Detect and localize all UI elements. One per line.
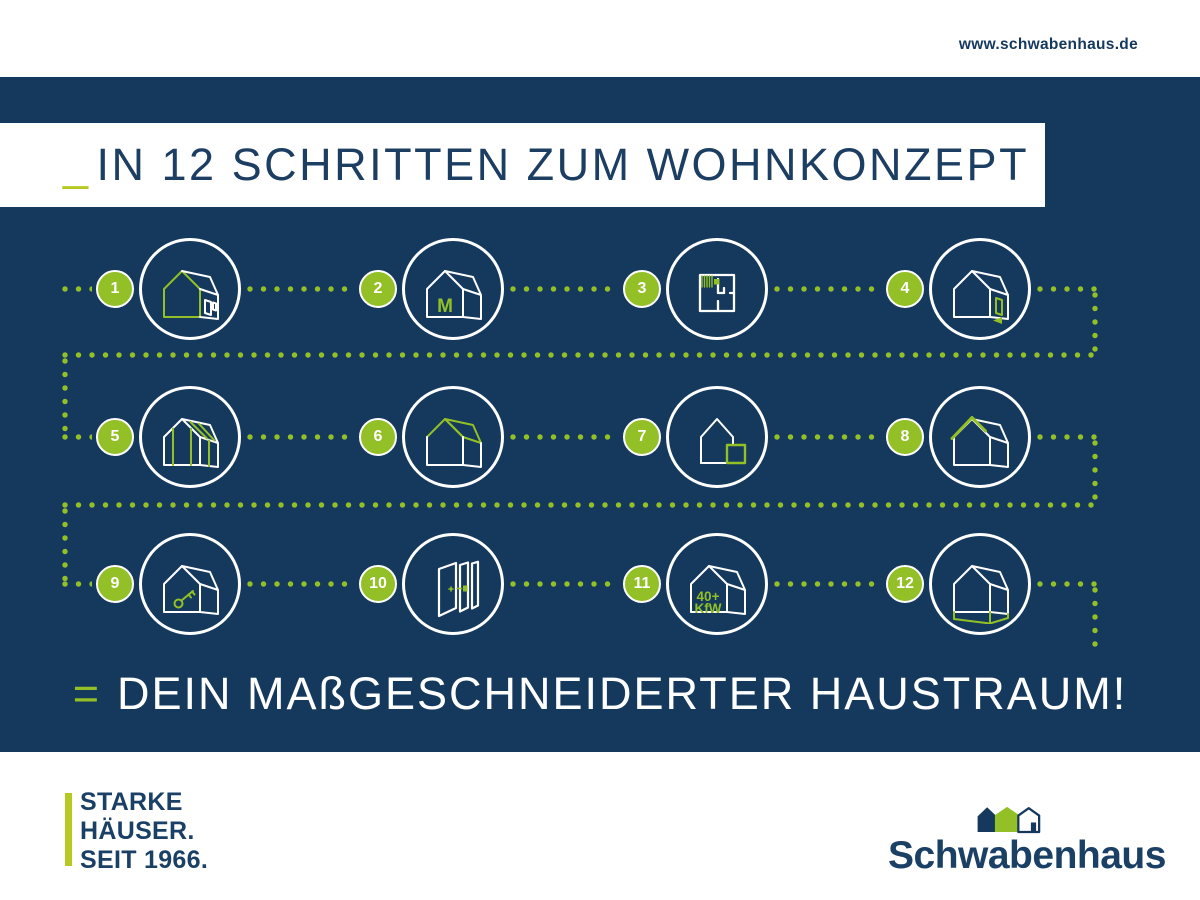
dotted-connector [247,434,355,440]
result-line: = DEIN MAßGESCHNEIDERTER HAUSTRAUM! [0,668,1200,720]
step-circle-6 [402,386,504,488]
green-roof-house-icon [426,418,482,468]
house-shell-icon [163,270,219,320]
step-circle-10 [402,533,504,635]
step-circle-3 [666,238,768,340]
house-extension-icon [700,418,747,465]
doors-icon [437,560,480,618]
top-bar: www.schwabenhaus.de [0,0,1200,77]
house-open-door-icon [953,270,1009,324]
page-title: _ IN 12 SCHRITTEN ZUM WOHNKONZEPT [0,123,1045,207]
dotted-connector [247,286,355,292]
dotted-connector [1092,587,1098,653]
kfw-house-icon: 40+ KfW [690,565,746,616]
tagline-line: STARKE [80,788,183,816]
foundation-house-icon [953,565,1009,624]
step-number-badge: 1 [96,270,134,308]
kfw-label-line2: KfW [695,601,722,616]
dotted-connector [1092,292,1098,352]
logo-wordmark: Schwabenhaus [888,834,1166,877]
tagline-line: HÄUSER. [80,817,195,845]
title-underscore-accent: _ [63,139,91,190]
dotted-connector [510,286,618,292]
brand-tagline: STARKE HÄUSER. SEIT 1966. [80,788,208,875]
dotted-connector [774,434,882,440]
dotted-connector [774,286,882,292]
tagline-accent-bar [65,793,72,866]
step-circle-7 [666,386,768,488]
dotted-connector [1037,434,1098,440]
step-circle-9 [139,533,241,635]
step-circle-11: 40+ KfW [666,533,768,635]
schwabenhaus-logo: Schwabenhaus [888,804,1166,877]
dotted-connector [247,581,355,587]
step-circle-8 [929,386,1031,488]
step-number-badge: 6 [359,418,397,456]
step-circle-1 [139,238,241,340]
step-circle-12 [929,533,1031,635]
step-number-badge: 11 [623,565,661,603]
dotted-connector [62,358,68,434]
step-number-badge: 3 [623,270,661,308]
step-number-badge: 5 [96,418,134,456]
step-number-badge: 7 [623,418,661,456]
title-text: IN 12 SCHRITTEN ZUM WOHNKONZEPT [96,139,1030,190]
step-circle-4 [929,238,1031,340]
panel-house-icon [163,418,219,468]
footer: STARKE HÄUSER. SEIT 1966. Schwabenhaus [0,752,1200,900]
step-number-badge: 8 [886,418,924,456]
step-circle-5 [139,386,241,488]
website-url: www.schwabenhaus.de [958,36,1138,53]
dotted-connector [510,434,618,440]
model-house-icon: M [426,270,482,320]
equals-accent: = [72,668,101,719]
kfw-label-line1: 40+ [697,589,720,604]
dotted-connector [62,502,1098,508]
dotted-connector [62,352,1098,358]
model-house-label: M [437,296,453,317]
logo-houses-icon [977,806,1041,834]
dotted-connector [774,581,882,587]
dotted-connector [1092,440,1098,502]
dotted-connector [1037,581,1098,587]
step-number-badge: 4 [886,270,924,308]
dotted-connector [62,286,92,292]
result-text: DEIN MAßGESCHNEIDERTER HAUSTRAUM! [117,668,1128,719]
floor-plan-icon [698,273,736,313]
tagline-line: SEIT 1966. [80,846,209,874]
title-banner: _ IN 12 SCHRITTEN ZUM WOHNKONZEPT [0,123,1045,207]
step-number-badge: 9 [96,565,134,603]
dotted-connector [62,508,68,581]
roof-edge-house-icon [950,416,1009,468]
dotted-connector [62,434,92,440]
step-circle-2: M [402,238,504,340]
dotted-connector [62,581,92,587]
key-house-icon [163,565,219,615]
step-number-badge: 10 [359,565,397,603]
step-number-badge: 12 [886,565,924,603]
dotted-connector [1037,286,1098,292]
step-number-badge: 2 [359,270,397,308]
dotted-connector [510,581,618,587]
